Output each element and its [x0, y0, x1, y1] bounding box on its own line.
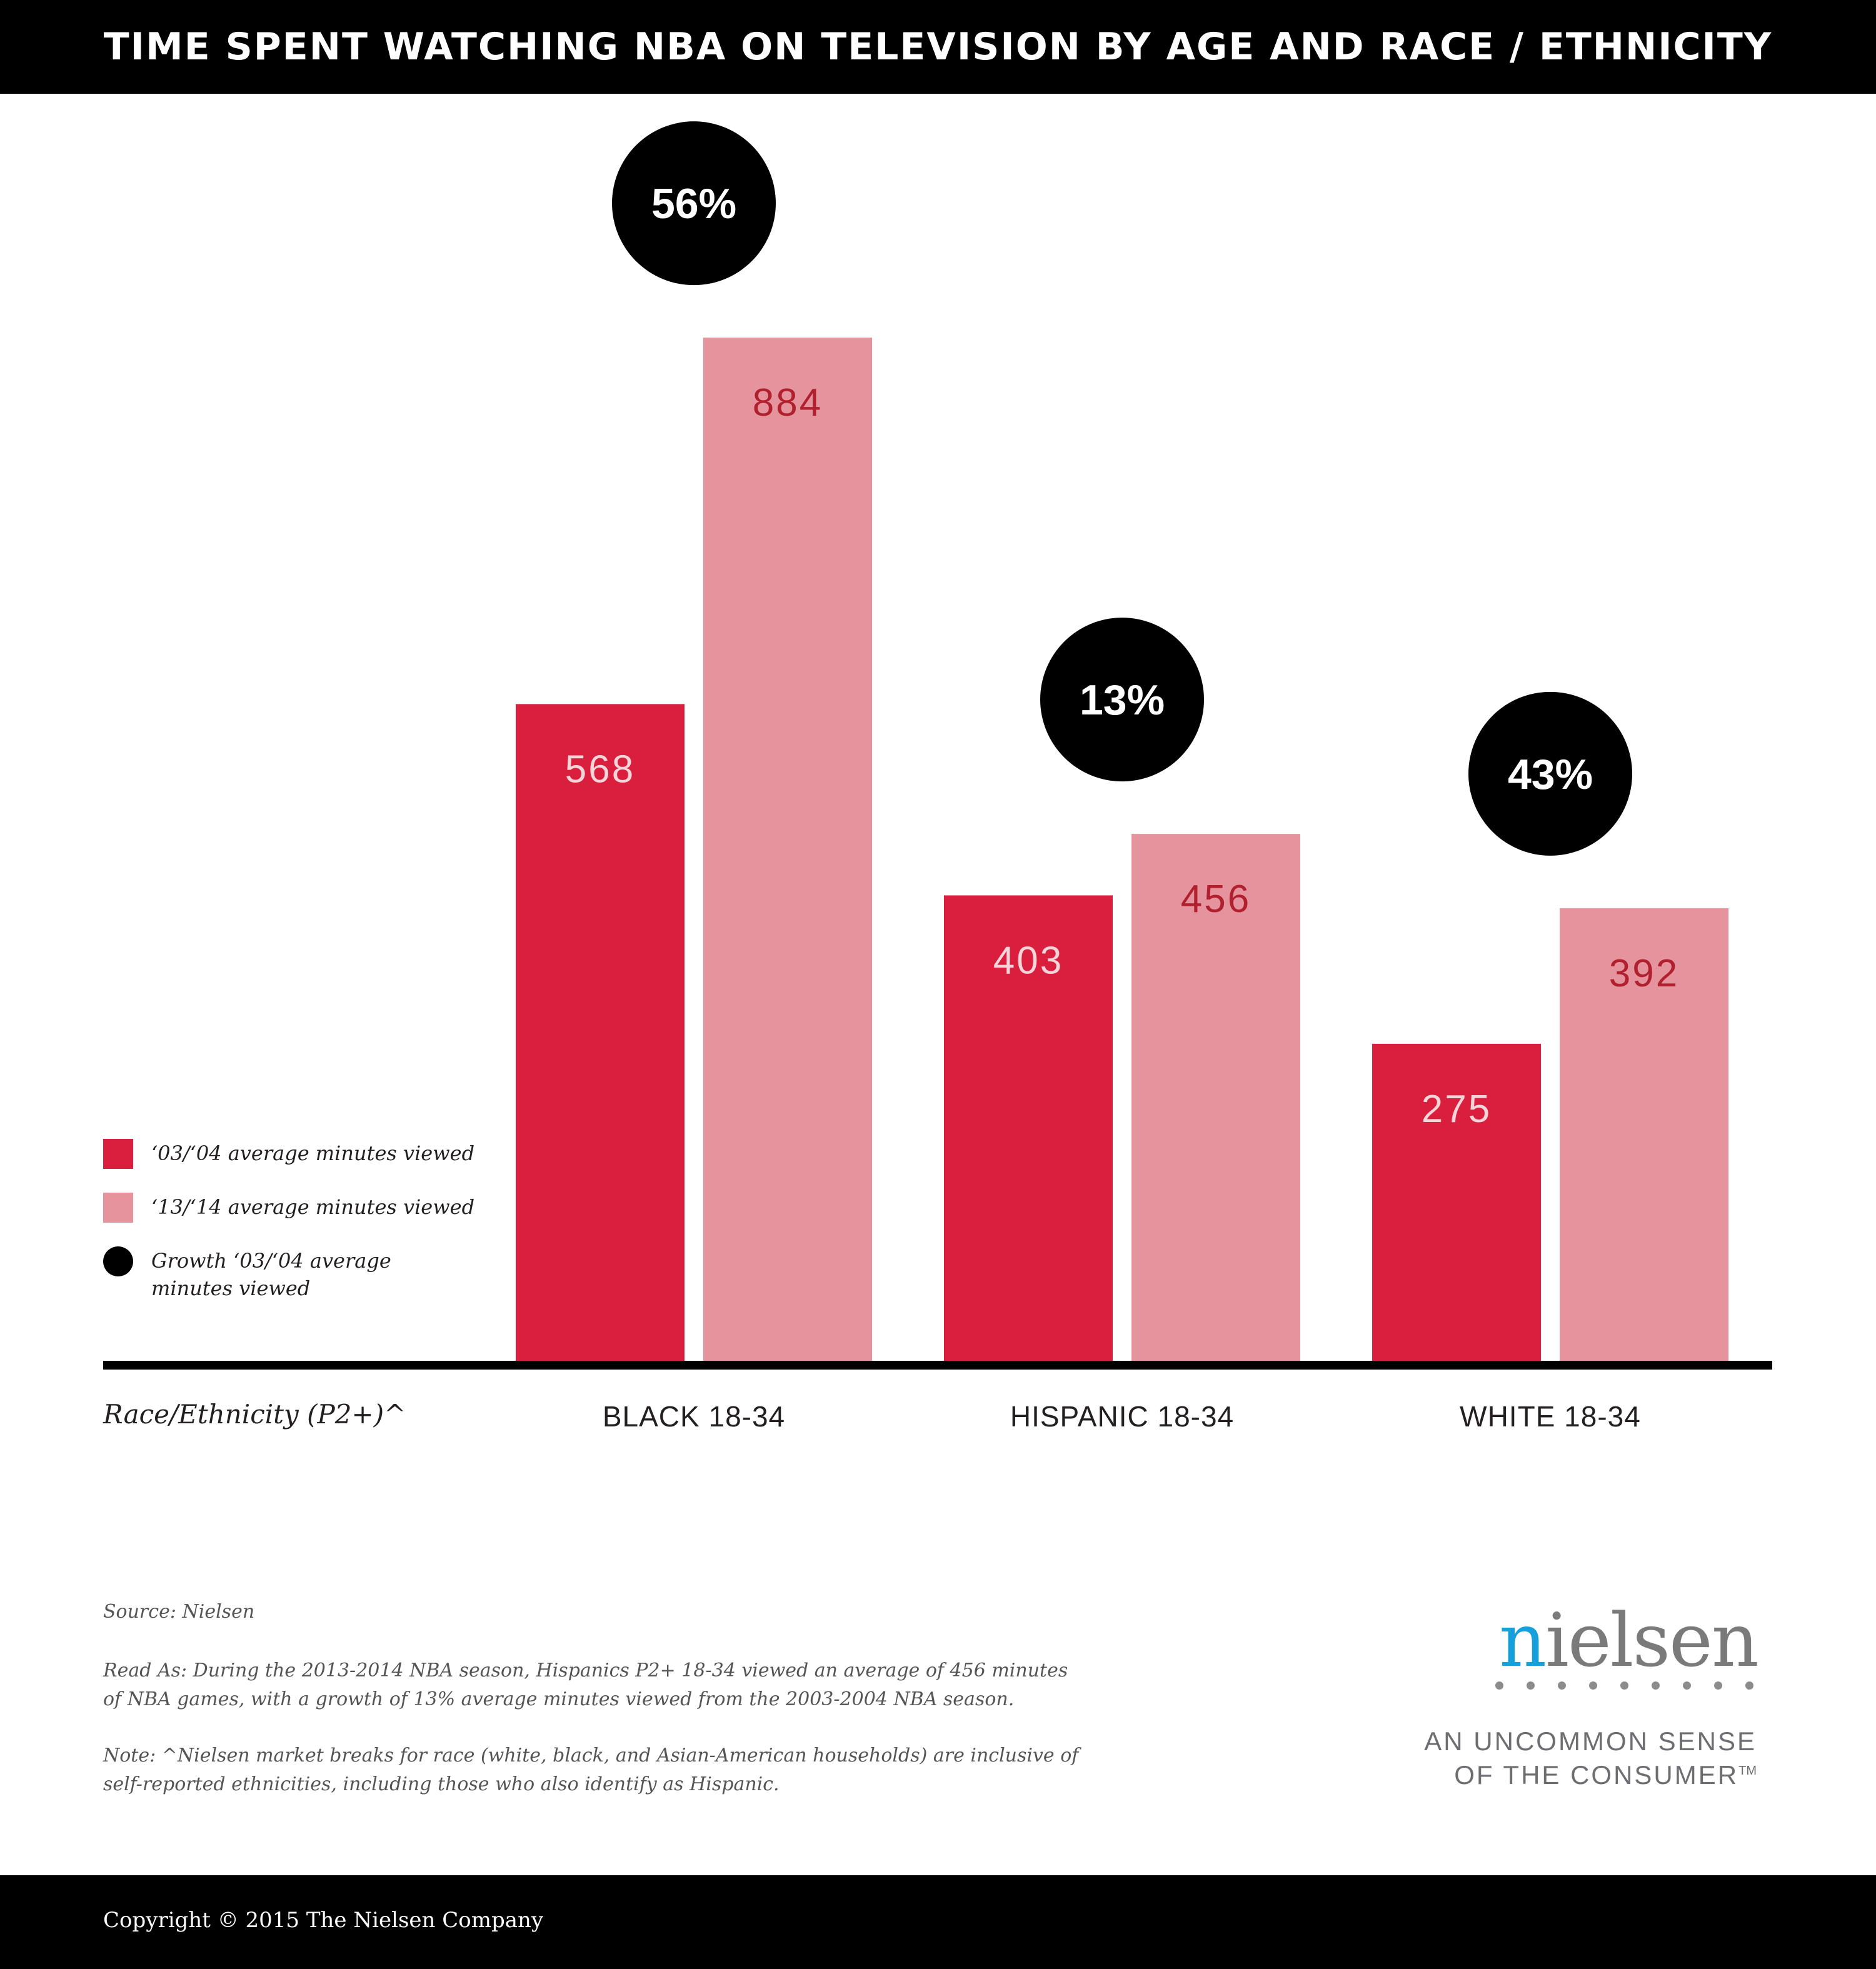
- value-label-2013-2: 456: [1181, 878, 1251, 921]
- logo-dots: [1495, 1681, 1758, 1691]
- growth-label-2: 13%: [1080, 676, 1165, 724]
- value-label-2013-1: 884: [753, 381, 823, 424]
- legend-label-growth: Growth ‘03/‘04 average minutes viewed: [151, 1249, 391, 1300]
- note-line-2: self-reported ethnicities, including tho…: [103, 1773, 780, 1795]
- logo-rest: ielsen: [1545, 1597, 1759, 1683]
- bar-2013-3: [1560, 908, 1728, 1363]
- nielsen-logo: nielsen: [1482, 1597, 1775, 1683]
- legend-swatch-2013: [103, 1193, 133, 1223]
- legend-swatch-2003: [103, 1139, 133, 1169]
- category-label-2: HISPANIC 18-34: [1010, 1400, 1234, 1433]
- value-label-2003-3: 275: [1422, 1088, 1492, 1131]
- value-label-2013-3: 392: [1609, 952, 1679, 995]
- bar-2013-2: [1131, 834, 1300, 1363]
- read-as-line-2: of NBA games, with a growth of 13% avera…: [103, 1688, 1015, 1710]
- value-label-2003-2: 403: [993, 939, 1063, 982]
- trademark: TM: [1738, 1764, 1757, 1778]
- read-as-line-1: Read As: During the 2013-2014 NBA season…: [103, 1660, 1068, 1681]
- bar-2003-3: [1372, 1043, 1541, 1363]
- tagline-line-2-text: OF THE CONSUMER: [1454, 1760, 1739, 1790]
- legend-dot-growth: [103, 1246, 133, 1276]
- x-axis-line: [103, 1361, 1772, 1370]
- legend-label-2003: ‘03/‘04 average minutes viewed: [151, 1141, 475, 1165]
- footer-bar: Copyright © 2015 The Nielsen Company: [0, 1875, 1876, 1969]
- growth-label-1: 56%: [651, 180, 736, 228]
- legend-label-2013: ‘13/‘14 average minutes viewed: [151, 1195, 475, 1219]
- tagline-line-2: OF THE CONSUMERTM: [1357, 1760, 1757, 1790]
- category-label-1: BLACK 18-34: [603, 1400, 785, 1433]
- growth-circle-1: [612, 121, 776, 286]
- tagline-line-1: AN UNCOMMON SENSE: [1424, 1726, 1757, 1756]
- growth-circle-3: [1468, 691, 1632, 856]
- growth-circle-2: [1040, 618, 1204, 782]
- x-axis-caption: Race/Ethnicity (P2+)^: [103, 1399, 406, 1430]
- bar-chart: 568 884 56% BLACK 18-34 403 456 13% HISPANIC 18…: [103, 121, 1772, 1433]
- category-label-3: WHITE 18-34: [1460, 1400, 1641, 1433]
- value-label-2003-1: 568: [565, 748, 635, 791]
- growth-label-3: 43%: [1508, 751, 1593, 798]
- source-note: Source: Nielsen: [103, 1601, 255, 1623]
- chart-title: TIME SPENT WATCHING NBA ON TELEVISION BY…: [103, 25, 1773, 69]
- title-bar: TIME SPENT WATCHING NBA ON TELEVISION BY…: [0, 0, 1876, 94]
- bar-2003-2: [944, 895, 1113, 1363]
- note-line-1: Note: ^Nielsen market breaks for race (w…: [103, 1745, 1079, 1766]
- logo-first-letter: n: [1499, 1597, 1547, 1683]
- bar-2003-1: [516, 704, 685, 1363]
- copyright: Copyright © 2015 The Nielsen Company: [103, 1908, 544, 1933]
- bar-2013-1: [703, 338, 872, 1363]
